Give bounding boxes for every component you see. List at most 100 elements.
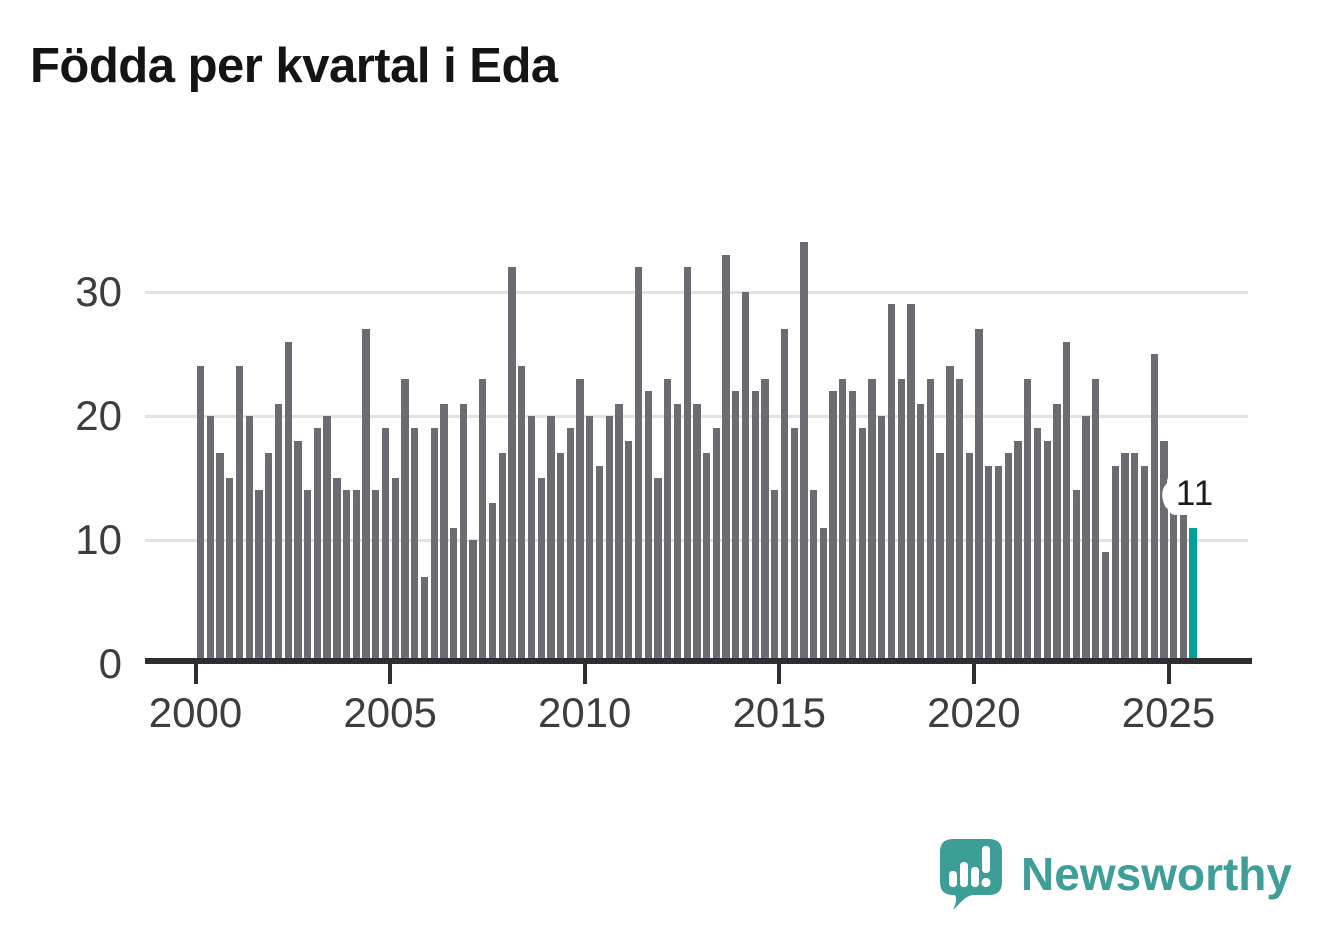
bar-2018-q4 xyxy=(926,378,935,664)
bar-2001-q4 xyxy=(265,453,273,664)
bar-2006-q3 xyxy=(449,527,458,664)
bar-2021-q2 xyxy=(1024,378,1032,664)
y-axis-label-10: 10 xyxy=(75,516,122,563)
bar-2003-q1 xyxy=(313,428,322,664)
latest-value-label: 11 xyxy=(1175,474,1215,513)
bar-2014-q3 xyxy=(761,378,769,664)
bar-2020-q3 xyxy=(994,465,1003,664)
bar-2017-q2 xyxy=(868,378,876,664)
bar-2009-q2 xyxy=(557,453,565,664)
gridline-30 xyxy=(145,291,1248,294)
bar-2007-q2 xyxy=(479,378,487,664)
y-axis-label-30: 30 xyxy=(75,268,122,315)
bar-2024-q3 xyxy=(1150,354,1158,664)
bar-2000-q2 xyxy=(206,416,215,664)
bar-2024-q2 xyxy=(1140,465,1149,664)
x-axis-tick-2020 xyxy=(971,664,976,684)
bar-2020-q1 xyxy=(975,329,983,664)
bar-2000-q4 xyxy=(226,478,234,664)
bar-2007-q3 xyxy=(488,502,497,664)
bar-2005-q2 xyxy=(401,378,409,664)
bar-2019-q1 xyxy=(936,453,944,664)
bar-2012-q3 xyxy=(683,267,691,664)
bar-2023-q2 xyxy=(1101,552,1110,664)
bar-2001-q3 xyxy=(255,490,263,664)
x-axis-label-2005: 2005 xyxy=(343,689,437,736)
bar-2013-q4 xyxy=(732,391,740,664)
bar-2014-q1 xyxy=(741,292,750,664)
bar-2008-q1 xyxy=(508,267,516,664)
bar-2009-q3 xyxy=(566,428,575,664)
x-axis-label-2010: 2010 xyxy=(537,689,632,736)
bar-2003-q2 xyxy=(323,416,331,664)
bar-2004-q2 xyxy=(362,329,370,664)
bar-2004-q4 xyxy=(381,428,390,664)
bar-2016-q4 xyxy=(848,391,857,664)
bar-2007-q1 xyxy=(469,540,477,664)
bar-2011-q3 xyxy=(644,391,652,664)
bar-2011-q1 xyxy=(625,440,633,664)
bar-2003-q3 xyxy=(333,478,341,664)
bar-2009-q4 xyxy=(576,378,584,664)
bar-2003-q4 xyxy=(342,490,351,664)
bar-2008-q2 xyxy=(518,366,526,664)
bar-2025-q2 xyxy=(1179,515,1188,664)
bar-2013-q3 xyxy=(722,254,730,664)
bar-2009-q1 xyxy=(547,416,555,664)
bar-2006-q4 xyxy=(459,403,467,664)
bar-2012-q1 xyxy=(664,378,672,664)
bar-2014-q2 xyxy=(751,391,759,664)
bar-2021-q3 xyxy=(1033,428,1042,664)
bar-2002-q4 xyxy=(304,490,312,664)
x-axis-label-2020: 2020 xyxy=(927,689,1021,736)
bar-2010-q1 xyxy=(586,416,594,664)
x-axis-label-2000: 2000 xyxy=(148,689,243,736)
x-axis-tick-2000 xyxy=(193,664,198,684)
bar-2008-q3 xyxy=(527,416,536,664)
bar-2004-q1 xyxy=(352,490,360,664)
bar-2016-q1 xyxy=(819,527,828,664)
bar-2018-q1 xyxy=(897,378,905,664)
bar-2002-q1 xyxy=(274,403,283,664)
bar-2020-q4 xyxy=(1004,453,1012,664)
bar-2010-q4 xyxy=(615,403,623,664)
bar-2010-q3 xyxy=(605,416,613,664)
x-axis-tick-2010 xyxy=(582,664,587,684)
bar-2021-q1 xyxy=(1014,440,1022,664)
bar-2017-q4 xyxy=(887,304,896,664)
chart-title: Födda per kvartal i Eda xyxy=(30,39,558,93)
bar-2023-q1 xyxy=(1092,378,1100,664)
x-axis-tick-2005 xyxy=(388,664,393,684)
bar-2014-q4 xyxy=(771,490,779,664)
x-axis-line xyxy=(145,658,1252,664)
bar-2016-q2 xyxy=(829,391,837,664)
bar-2017-q3 xyxy=(878,416,886,664)
bar-2015-q3 xyxy=(800,242,808,664)
bar-2011-q2 xyxy=(634,267,643,664)
bar-2016-q3 xyxy=(839,378,847,664)
bar-2022-q1 xyxy=(1053,403,1061,664)
bar-2023-q4 xyxy=(1121,453,1129,664)
newsworthy-logo-icon xyxy=(940,839,1003,910)
bar-2018-q2 xyxy=(907,304,915,664)
bar-2006-q1 xyxy=(430,428,438,664)
bar-2000-q1 xyxy=(197,366,205,664)
x-axis-label-2025: 2025 xyxy=(1121,689,1216,736)
bar-2012-q2 xyxy=(673,403,682,664)
y-axis-label-0: 0 xyxy=(98,640,122,687)
bar-2002-q3 xyxy=(294,440,302,664)
callout-tail-icon xyxy=(1162,479,1173,508)
bar-2022-q2 xyxy=(1062,341,1071,664)
x-axis-tick-2015 xyxy=(777,664,782,684)
bar-2005-q1 xyxy=(391,478,399,664)
x-axis-tick-2025 xyxy=(1166,664,1171,684)
bar-2005-q4 xyxy=(420,577,429,664)
bar-2024-q1 xyxy=(1131,453,1139,664)
bar-2015-q4 xyxy=(809,490,818,664)
bar-2013-q2 xyxy=(712,428,720,664)
bar-2025-q1 xyxy=(1170,478,1178,664)
bar-2017-q1 xyxy=(858,428,866,664)
bar-2025-q3 xyxy=(1189,527,1197,664)
bar-2015-q1 xyxy=(780,329,789,664)
